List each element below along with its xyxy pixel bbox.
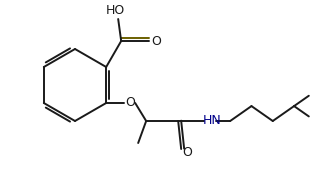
Text: O: O (125, 97, 135, 109)
Text: HN: HN (203, 115, 222, 127)
Text: HO: HO (106, 4, 125, 17)
Text: O: O (182, 146, 192, 159)
Text: O: O (151, 35, 161, 48)
